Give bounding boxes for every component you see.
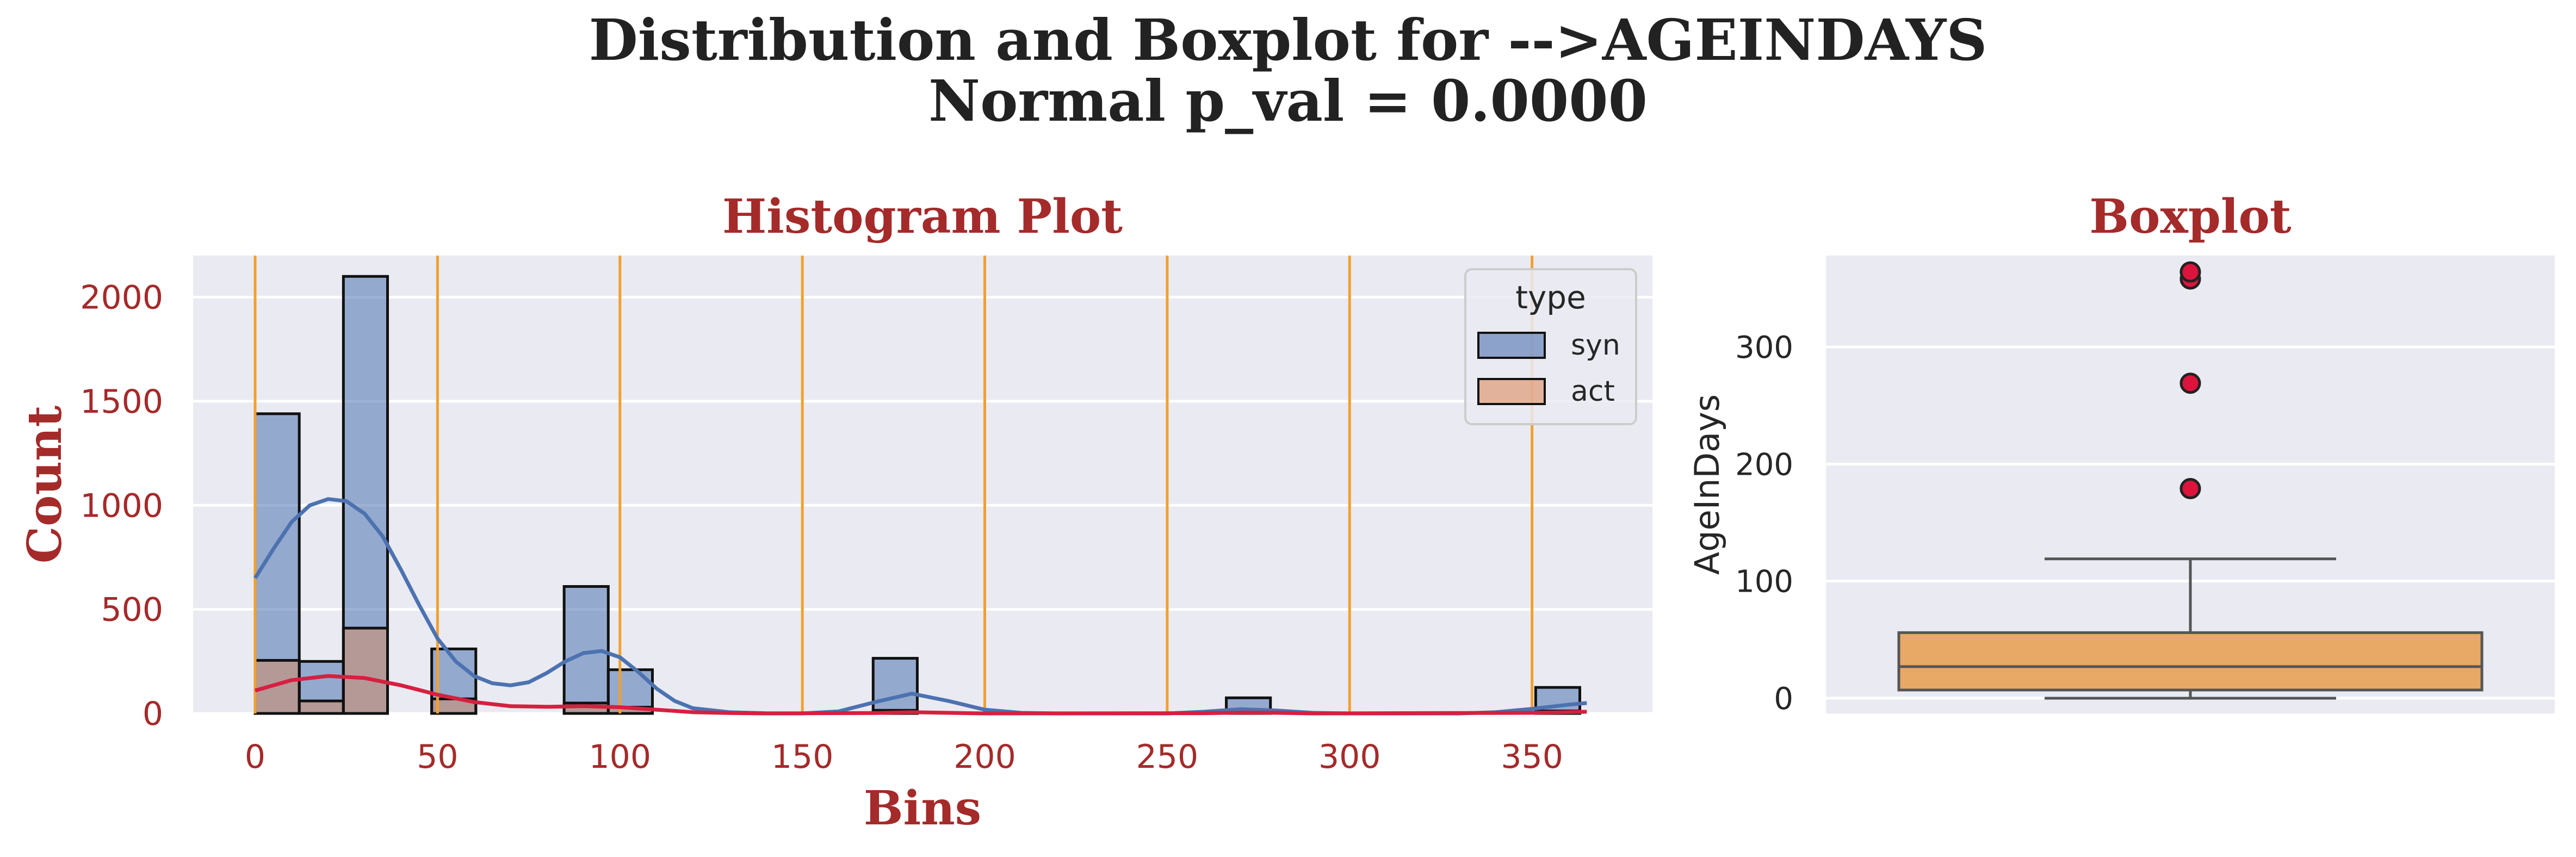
legend-title: type [1515, 279, 1586, 316]
legend-swatch-act [1477, 378, 1546, 405]
boxplot-outlier [2179, 261, 2201, 283]
histogram-bar-act [430, 697, 478, 715]
kde-line-syn [253, 497, 1587, 716]
histogram-bar-syn [871, 657, 919, 715]
histogram-y-label: Count [17, 405, 72, 563]
histogram-x-ticks: 0 50 100 150 200 250 300 350 [245, 738, 1563, 776]
histogram-y-ticks: 0 500 1000 1500 2000 [80, 279, 163, 733]
legend: type syn act [1464, 268, 1637, 425]
histogram-x-label: Bins [864, 781, 981, 836]
histogram-bar-act [342, 626, 389, 715]
boxplot-title: Boxplot [2089, 189, 2291, 244]
histogram-reference-lines [253, 256, 1534, 713]
histogram-bar-syn [342, 275, 389, 715]
boxplot-y-tick-label: 200 [1735, 447, 1793, 482]
boxplot-y-ticks: 0 100 200 300 [1735, 330, 1793, 717]
histogram-x-tick-label: 150 [771, 738, 834, 776]
legend-swatch-syn [1477, 332, 1546, 359]
legend-label-act: act [1571, 375, 1615, 408]
histogram-x-tick-label: 50 [417, 738, 458, 776]
histogram-y-tick-label: 0 [143, 695, 163, 733]
boxplot-y-tick-label: 300 [1735, 330, 1793, 365]
boxplot-outlier [2179, 478, 2201, 500]
boxplot-outlier [2179, 372, 2201, 394]
histogram-bar-act [298, 699, 345, 715]
histogram-y-tick-label: 2000 [80, 279, 163, 317]
boxplot: 0 100 200 300 Boxplot AgeInDays [1687, 189, 2555, 717]
histogram-x-tick-label: 300 [1318, 738, 1381, 776]
histogram-y-tick-label: 1000 [80, 487, 163, 525]
legend-label-syn: syn [1571, 329, 1620, 362]
figure-title-line2: Normal p_val = 0.0000 [928, 67, 1648, 134]
boxplot-y-tick-label: 100 [1735, 564, 1793, 600]
boxplot-body [1897, 261, 2484, 700]
boxplot-box [1897, 631, 2484, 692]
kde-line-act [255, 674, 1587, 716]
boxplot-y-tick-label: 0 [1774, 681, 1793, 717]
histogram-plot-area [193, 256, 1652, 713]
boxplot-y-label: AgeInDays [1687, 394, 1727, 575]
histogram-x-tick-label: 100 [589, 738, 652, 776]
histogram-x-tick-label: 350 [1501, 738, 1563, 776]
histogram-y-tick-label: 1500 [80, 383, 163, 421]
histogram-title: Histogram Plot [722, 189, 1123, 244]
histogram-plot: 0 50 100 150 200 250 300 350 0 500 1000 1500 2000 H… [17, 189, 1652, 836]
histogram-y-tick-label: 500 [101, 591, 163, 629]
histogram-x-tick-label: 200 [953, 738, 1016, 776]
histogram-x-tick-label: 250 [1136, 738, 1199, 776]
figure-title-line1: Distribution and Boxplot for -->AGEINDAY… [589, 7, 1987, 73]
histogram-x-tick-label: 0 [245, 738, 265, 776]
